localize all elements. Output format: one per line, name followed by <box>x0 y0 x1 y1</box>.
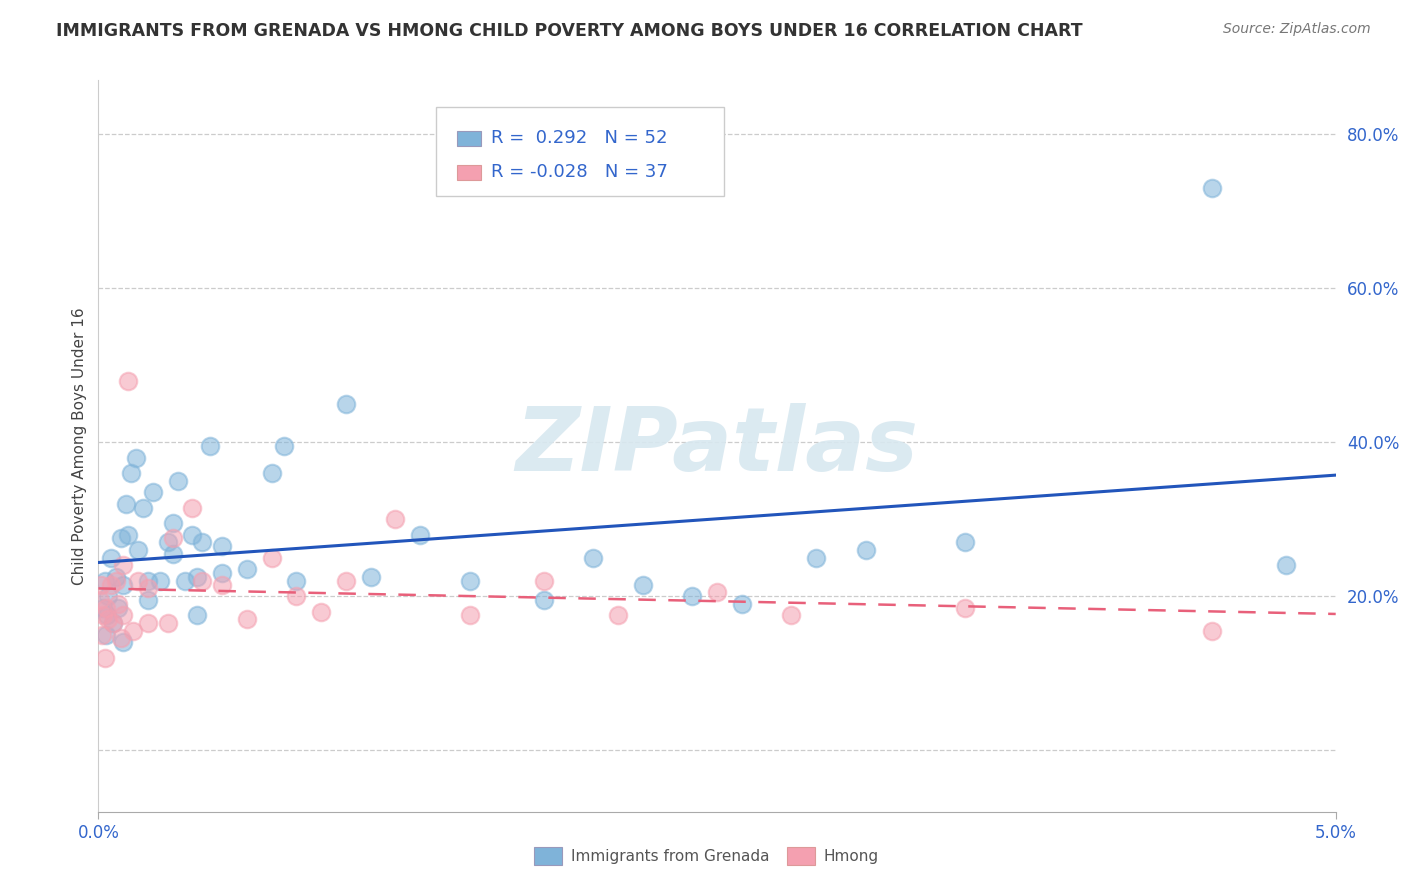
Point <box>285 574 308 588</box>
Point <box>136 616 159 631</box>
Point <box>93 574 115 588</box>
Point <box>136 574 159 588</box>
Point <box>91 627 114 641</box>
Text: Immigrants from Grenada: Immigrants from Grenada <box>571 849 769 863</box>
Point <box>360 570 382 584</box>
Point <box>136 582 159 596</box>
Point <box>181 500 204 515</box>
Point <box>103 616 125 631</box>
Point <box>174 574 197 588</box>
Point <box>260 550 283 565</box>
Point <box>142 485 165 500</box>
Point <box>309 605 332 619</box>
Point <box>114 497 136 511</box>
Point <box>953 535 976 549</box>
Point <box>211 577 233 591</box>
Point <box>97 589 120 603</box>
Point <box>107 600 129 615</box>
Point <box>953 600 976 615</box>
Text: R =  0.292   N = 52: R = 0.292 N = 52 <box>491 129 668 147</box>
Point <box>122 624 145 638</box>
Point <box>112 577 135 591</box>
Point <box>103 616 125 631</box>
Point <box>117 374 139 388</box>
Point <box>162 516 184 530</box>
Text: Source: ZipAtlas.com: Source: ZipAtlas.com <box>1223 22 1371 37</box>
Point <box>458 574 481 588</box>
Point <box>104 574 127 588</box>
Point <box>156 535 179 549</box>
Point <box>110 532 132 546</box>
Point <box>100 550 122 565</box>
Point <box>533 593 555 607</box>
Text: R = -0.028   N = 37: R = -0.028 N = 37 <box>491 163 668 181</box>
Point <box>94 600 117 615</box>
Point <box>97 612 120 626</box>
Point <box>458 608 481 623</box>
Point <box>112 635 135 649</box>
Point <box>285 589 308 603</box>
Point <box>107 597 129 611</box>
Point <box>117 527 139 541</box>
Point <box>100 577 122 591</box>
Point <box>335 574 357 588</box>
Point <box>706 585 728 599</box>
Point <box>533 574 555 588</box>
Point <box>110 632 132 646</box>
Point <box>211 539 233 553</box>
Point <box>211 566 233 580</box>
Point <box>90 577 112 591</box>
Point <box>384 512 406 526</box>
Text: ZIPatlas: ZIPatlas <box>516 402 918 490</box>
Point <box>681 589 703 603</box>
Point <box>96 608 118 623</box>
Point <box>181 527 204 541</box>
Point <box>93 600 115 615</box>
Point <box>191 574 214 588</box>
Point <box>335 397 357 411</box>
Point <box>607 608 630 623</box>
Point <box>731 597 754 611</box>
Point <box>236 562 259 576</box>
Point <box>409 527 432 541</box>
Point <box>120 466 142 480</box>
Point <box>162 547 184 561</box>
Point <box>132 500 155 515</box>
Y-axis label: Child Poverty Among Boys Under 16: Child Poverty Among Boys Under 16 <box>72 307 87 585</box>
Point <box>273 439 295 453</box>
Point <box>198 439 221 453</box>
Point <box>136 593 159 607</box>
Point <box>124 450 146 465</box>
Point <box>1275 558 1298 573</box>
Point <box>112 608 135 623</box>
Point <box>93 650 115 665</box>
Text: IMMIGRANTS FROM GRENADA VS HMONG CHILD POVERTY AMONG BOYS UNDER 16 CORRELATION C: IMMIGRANTS FROM GRENADA VS HMONG CHILD P… <box>56 22 1083 40</box>
Point <box>191 535 214 549</box>
Point <box>780 608 803 623</box>
Point <box>236 612 259 626</box>
Point <box>93 608 115 623</box>
Point <box>94 627 117 641</box>
Point <box>631 577 654 591</box>
Point <box>260 466 283 480</box>
Point <box>162 532 184 546</box>
Point <box>804 550 827 565</box>
Point <box>156 616 179 631</box>
Point <box>104 570 127 584</box>
Point <box>166 474 188 488</box>
Point <box>127 574 149 588</box>
Text: Hmong: Hmong <box>824 849 879 863</box>
Point <box>1201 181 1223 195</box>
Point <box>582 550 605 565</box>
Point <box>186 570 208 584</box>
Point <box>1201 624 1223 638</box>
Point <box>127 543 149 558</box>
Point <box>855 543 877 558</box>
Point <box>89 593 111 607</box>
Point <box>149 574 172 588</box>
Point <box>186 608 208 623</box>
Point <box>112 558 135 573</box>
